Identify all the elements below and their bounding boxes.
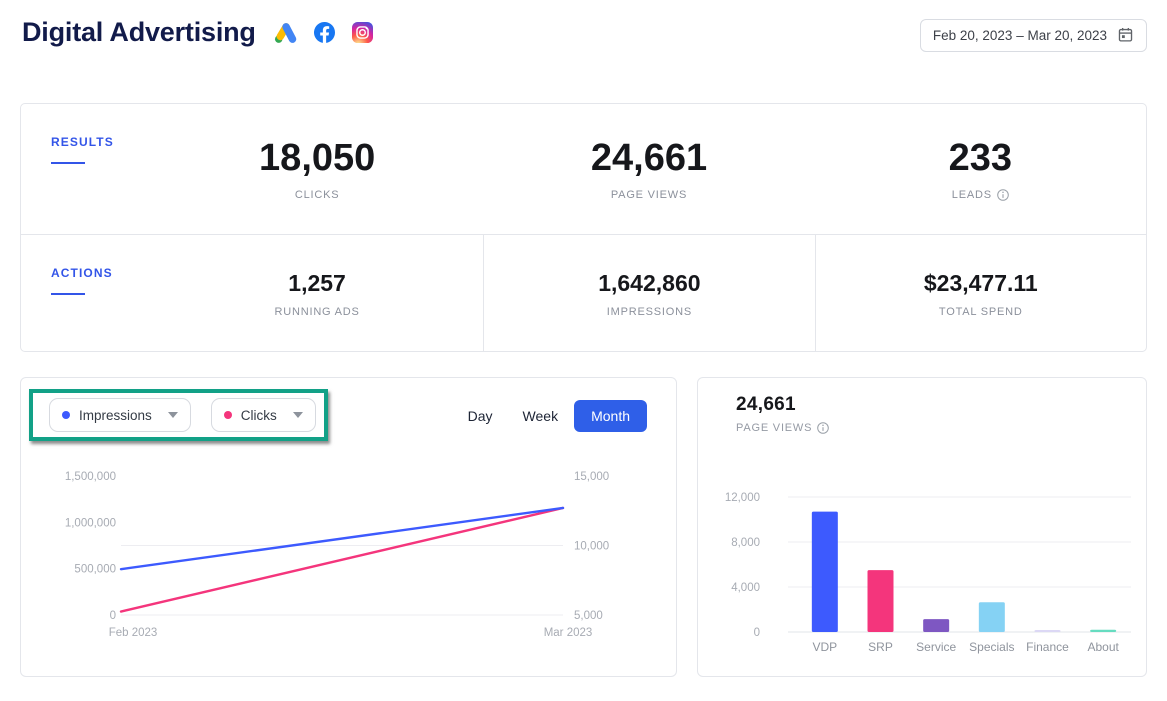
date-range-text: Feb 20, 2023 – Mar 20, 2023 <box>932 28 1107 43</box>
svg-text:4,000: 4,000 <box>731 582 760 594</box>
pageviews-info-icon[interactable] <box>817 422 830 434</box>
svg-text:VDP: VDP <box>812 640 837 654</box>
facebook-icon[interactable] <box>313 22 335 43</box>
running-ads-value: 1,257 <box>288 269 346 296</box>
instagram-icon[interactable] <box>351 22 373 43</box>
svg-text:0: 0 <box>110 610 116 622</box>
svg-text:SRP: SRP <box>868 640 893 654</box>
svg-text:1,000,000: 1,000,000 <box>65 517 116 529</box>
results-row: RESULTS 18,050 CLICKS 24,661 PAGE VIEWS … <box>21 104 1146 234</box>
metric-impressions: 1,642,860 IMPRESSIONS <box>483 235 814 352</box>
granularity-week[interactable]: Week <box>522 408 559 424</box>
trend-chart: 1,500,000 1,000,000 500,000 0 15,000 10,000 5,… <box>65 471 609 639</box>
actions-tab-underline <box>51 293 85 295</box>
header: Digital Advertising <box>22 17 373 48</box>
metric-total-spend: $23,477.11 TOTAL SPEND <box>814 235 1146 352</box>
results-label-block: RESULTS <box>21 104 151 234</box>
clicks-value: 18,050 <box>259 137 376 179</box>
impressions-series-dropdown[interactable]: Impressions <box>49 398 191 432</box>
running-ads-label: RUNNING ADS <box>274 305 360 318</box>
metric-running-ads: 1,257 RUNNING ADS <box>151 235 483 352</box>
page-views-label: PAGE VIEWS <box>610 189 688 201</box>
svg-text:8,000: 8,000 <box>731 537 760 549</box>
actions-tab[interactable]: ACTIONS <box>51 266 113 280</box>
date-range-picker[interactable]: Feb 20, 2023 – Mar 20, 2023 <box>919 19 1147 52</box>
svg-text:Mar 2023: Mar 2023 <box>544 627 593 639</box>
summary-divider <box>21 234 1146 235</box>
calendar-icon <box>1117 26 1134 46</box>
total-spend-label: TOTAL SPEND <box>938 305 1023 318</box>
impressions-label: IMPRESSIONS <box>606 305 692 318</box>
svg-text:12,000: 12,000 <box>725 492 760 504</box>
results-tab[interactable]: RESULTS <box>51 135 114 149</box>
svg-text:10,000: 10,000 <box>574 541 609 553</box>
metric-leads: 233 LEADS <box>815 104 1146 234</box>
pageviews-total-label: PAGE VIEWS <box>736 422 830 434</box>
trend-chart-area: 1,500,000 1,000,000 500,000 0 15,000 10,000 5,… <box>21 458 678 663</box>
trend-chart-card: Impressions Clicks Day Week Month 1,500,… <box>20 377 677 677</box>
pageviews-header: 24,661 PAGE VIEWS <box>736 394 830 434</box>
actions-row: ACTIONS 1,257 RUNNING ADS 1,642,860 IMPR… <box>21 235 1146 352</box>
granularity-day[interactable]: Day <box>467 408 493 424</box>
svg-text:Finance: Finance <box>1026 640 1069 654</box>
summary-card: RESULTS 18,050 CLICKS 24,661 PAGE VIEWS … <box>20 103 1147 352</box>
svg-text:Service: Service <box>916 640 956 654</box>
svg-text:5,000: 5,000 <box>574 610 603 622</box>
granularity-toggle: Day Week Month <box>468 400 647 432</box>
google-ads-icon[interactable] <box>274 22 297 44</box>
impressions-dropdown-label: Impressions <box>79 407 152 423</box>
pageviews-chart-card: 24,661 PAGE VIEWS 12,000 8,000 4,000 0 VDP SR… <box>697 377 1147 677</box>
platform-icons <box>274 22 373 44</box>
pageviews-total-value: 24,661 <box>736 394 796 415</box>
svg-text:Specials: Specials <box>969 640 1014 654</box>
impressions-dot-icon <box>62 411 70 419</box>
actions-cell-running-ads: ACTIONS 1,257 RUNNING ADS <box>21 235 483 352</box>
leads-info-icon[interactable] <box>997 189 1009 201</box>
svg-text:About: About <box>1087 640 1119 654</box>
granularity-month[interactable]: Month <box>574 400 647 432</box>
actions-label-block: ACTIONS <box>21 235 151 352</box>
page-title: Digital Advertising <box>22 17 256 47</box>
pageviews-chart-area: 12,000 8,000 4,000 0 VDP SRP Service Specials Fi… <box>698 478 1148 673</box>
chevron-down-icon <box>292 412 303 418</box>
impressions-value: 1,642,860 <box>598 269 701 296</box>
metric-page-views: 24,661 PAGE VIEWS <box>483 104 814 234</box>
clicks-dropdown-label: Clicks <box>240 407 277 423</box>
chevron-down-icon <box>167 412 178 418</box>
svg-text:500,000: 500,000 <box>74 564 116 576</box>
clicks-label: CLICKS <box>294 189 340 201</box>
leads-value: 233 <box>948 137 1013 179</box>
clicks-series-dropdown[interactable]: Clicks <box>210 398 316 432</box>
total-spend-value: $23,477.11 <box>923 269 1038 296</box>
series-selectors-highlight-box: Impressions Clicks <box>29 389 328 441</box>
pageviews-bar-chart: 12,000 8,000 4,000 0 VDP SRP Service Specials Fi… <box>725 492 1131 654</box>
svg-text:Feb 2023: Feb 2023 <box>109 627 158 639</box>
svg-text:1,500,000: 1,500,000 <box>65 471 116 483</box>
svg-text:15,000: 15,000 <box>574 471 609 483</box>
page-views-value: 24,661 <box>590 137 708 179</box>
results-tab-underline <box>51 162 85 164</box>
leads-label: LEADS <box>952 189 1009 201</box>
metric-clicks: 18,050 CLICKS <box>151 104 483 234</box>
clicks-dot-icon <box>223 411 232 419</box>
svg-text:0: 0 <box>754 627 760 639</box>
